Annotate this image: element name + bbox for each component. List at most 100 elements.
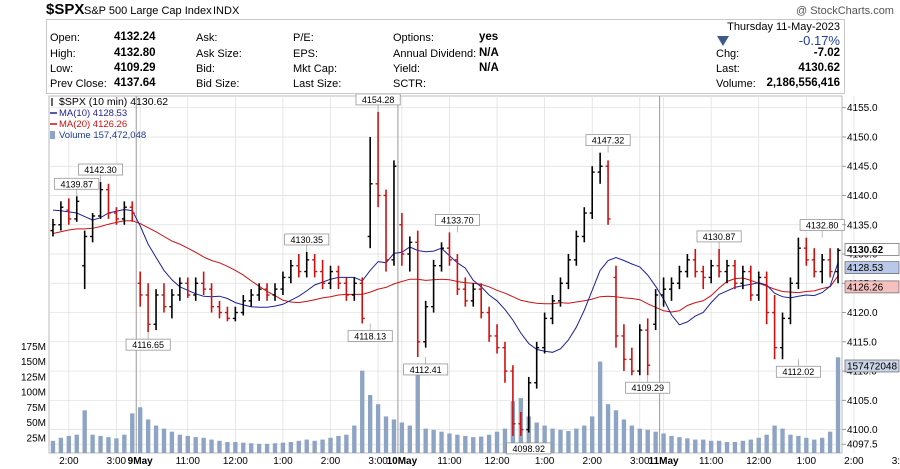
price-callout: 4116.65: [125, 332, 171, 351]
axes: 4100.04105.04110.04115.04120.04125.04130…: [21, 103, 900, 467]
ohlc-bar: [328, 265, 334, 290]
ohlc-bar: [383, 189, 389, 272]
vol-tick-label: 50M: [27, 418, 46, 429]
ohlc-bar: [550, 294, 556, 325]
x-tick-label: 12:00: [485, 456, 510, 467]
y-tick-label: 4150.0: [847, 132, 878, 143]
x-tick-label: 3:00: [630, 456, 650, 467]
volume-bar: [542, 425, 547, 453]
ohlc-bar: [232, 306, 238, 322]
volume-bar: [249, 443, 254, 453]
ohlc-bar: [304, 251, 310, 278]
volume-bar: [740, 440, 746, 453]
volume-bar: [724, 442, 730, 453]
quote-label: Volume:: [716, 78, 756, 90]
volume-bar: [256, 443, 262, 453]
ohlc-bar: [359, 277, 365, 324]
x-tick-label: 3:00: [107, 456, 127, 467]
quote-value: yes: [479, 31, 499, 43]
exchange: INDX: [213, 5, 240, 17]
y-tick-label: 4135.0: [847, 220, 878, 231]
volume-bar: [431, 429, 436, 453]
price-callout: 4112.41: [403, 356, 449, 376]
ohlc-bar: [335, 265, 341, 290]
quote-value: 4130.62: [798, 62, 840, 74]
volume-bar: [804, 437, 809, 453]
ma10-line: [52, 208, 839, 353]
volume-bars: [50, 357, 841, 453]
axis-tag-label: 4130.62: [847, 245, 884, 256]
x-tick-label: 12:00: [223, 456, 248, 467]
volume-bar: [241, 442, 246, 453]
x-tick-label: 11:00: [437, 456, 462, 467]
quote-value: 4132.24: [114, 31, 156, 43]
ohlc-bar: [740, 265, 746, 290]
vol-tick-label: 25M: [27, 433, 46, 444]
price-annotations: 4139.87 4142.30 4116.65 4130.35 4118.13 4154.…: [54, 93, 845, 455]
vol-tick-label: 75M: [27, 403, 46, 414]
volume-bar: [233, 442, 238, 453]
volume-bar: [693, 439, 698, 453]
ohlc-bar: [724, 259, 730, 284]
volume-bar: [225, 442, 230, 453]
quote-label: Options:: [393, 32, 434, 44]
volume-bar: [130, 413, 135, 453]
volume-bar: [336, 435, 341, 453]
callout-label: 4139.87: [60, 179, 93, 189]
x-tick-label: 11:00: [176, 456, 201, 467]
ohlc-bar: [137, 271, 143, 307]
ohlc-bar: [502, 341, 508, 383]
ohlc-bar: [161, 283, 167, 313]
volume-bar: [827, 431, 833, 453]
ohlc-bar: [621, 324, 627, 372]
quote-label: Last Size:: [293, 78, 342, 90]
quote-label: Prev Close:: [50, 78, 107, 90]
ohlc-bar: [700, 265, 706, 290]
ma20-line: [52, 220, 839, 313]
ohlc-bar: [510, 365, 516, 436]
volume-bar: [716, 440, 722, 453]
ohlc-bar: [613, 265, 619, 348]
callout-label: 4116.65: [132, 340, 164, 350]
volume-bar: [812, 439, 817, 453]
ohlc-bar: [534, 341, 540, 389]
axis-tag-label: 157472048: [847, 361, 897, 372]
vol-tick-label: 100M: [21, 388, 46, 399]
quote-label: Annual Dividend:: [393, 48, 477, 60]
x-tick-label: 1:00: [535, 456, 555, 467]
volume-bar: [708, 440, 714, 453]
volume-bar: [272, 443, 278, 453]
ohlc-bar: [82, 230, 88, 290]
volume-bar: [772, 425, 777, 453]
volume-bar: [50, 440, 56, 453]
price-callout: 4112.02: [775, 359, 821, 378]
ohlc-bar: [121, 201, 127, 225]
ohlc-bar: [756, 271, 762, 301]
ohlc-bar: [201, 271, 207, 295]
ohlc-bar: [343, 277, 349, 301]
ohlc-bar: [470, 283, 476, 307]
volume-bar: [328, 437, 333, 453]
vol-tick-label: 125M: [21, 372, 46, 383]
volume-bar: [764, 434, 769, 453]
quote-label: Open:: [50, 32, 80, 44]
callout-label: 4154.28: [362, 95, 395, 105]
volume-bar: [320, 439, 325, 453]
ohlc-bar: [50, 218, 56, 237]
volume-bar: [534, 422, 539, 453]
legend-swatch: [50, 131, 55, 139]
quote-label: Last:: [716, 63, 740, 75]
ohlc-bar: [351, 277, 357, 301]
ohlc-bar: [764, 271, 770, 325]
axis-tag-label: 4126.26: [847, 282, 884, 293]
volume-bar: [653, 431, 658, 453]
ohlc-bar: [748, 265, 754, 301]
ohlc-bar: [732, 259, 738, 290]
ohlc-bar: [90, 213, 96, 243]
volume-bar: [526, 416, 531, 453]
quote-label: Chg:: [716, 48, 740, 60]
ohlc-bar: [216, 300, 222, 319]
price-callout: 4133.70: [434, 214, 480, 233]
quote-label: Low:: [50, 63, 74, 75]
